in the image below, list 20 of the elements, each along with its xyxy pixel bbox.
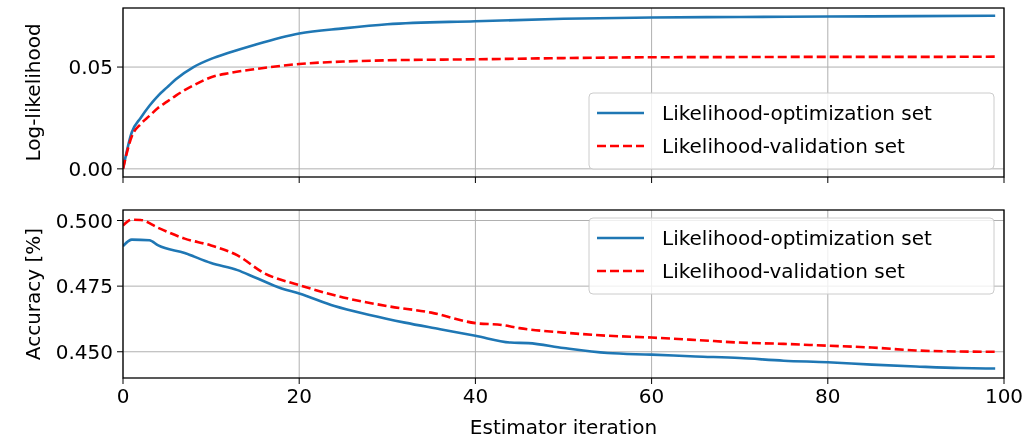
- y-axis-title: Accuracy [%]: [21, 227, 45, 361]
- x-tick-label: 0: [116, 384, 130, 408]
- legend-label: Likelihood-optimization set: [662, 226, 932, 250]
- x-tick-label: 80: [815, 384, 841, 408]
- legend-label: Likelihood-optimization set: [662, 101, 932, 125]
- line-series: [123, 55, 997, 171]
- legend-label: Likelihood-validation set: [662, 259, 906, 283]
- x-axis-title: Estimator iteration: [469, 415, 658, 439]
- legend-label: Likelihood-validation set: [662, 134, 906, 158]
- line-series: [123, 218, 997, 354]
- y-tick-label: 0.00: [68, 156, 113, 181]
- x-tick-label: 40: [462, 384, 489, 408]
- y-tick-label: 0.05: [68, 55, 113, 80]
- y-tick-label: 0.475: [55, 274, 113, 299]
- y-axis-title: Log-likelihood: [21, 23, 45, 162]
- y-tick-label: 0.500: [55, 208, 113, 233]
- y-tick-label: 0.450: [55, 339, 113, 364]
- x-tick-label: 60: [638, 384, 665, 408]
- x-tick-label: 20: [286, 384, 312, 408]
- x-tick-label: 100: [984, 384, 1024, 408]
